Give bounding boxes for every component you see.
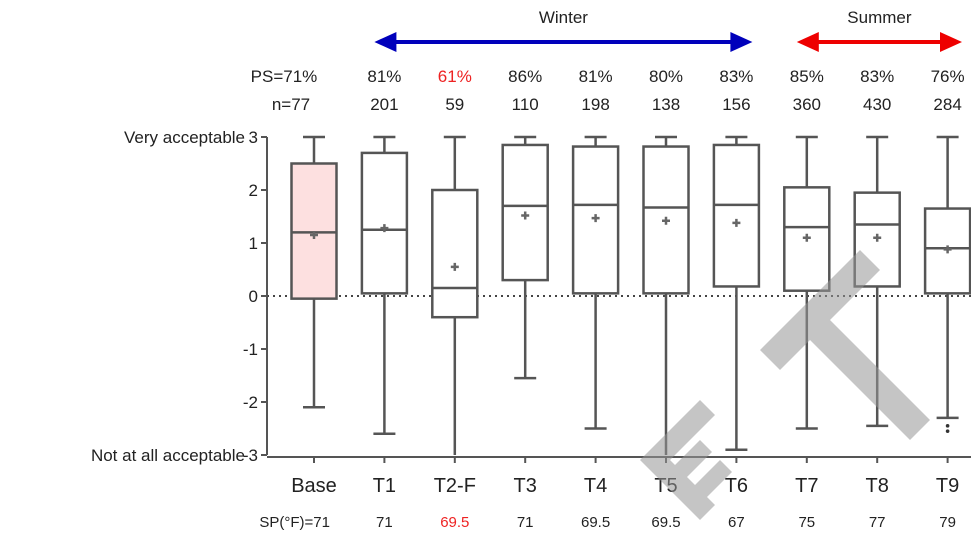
y-tick-label: 0 bbox=[249, 287, 258, 306]
boxes bbox=[290, 135, 971, 455]
sp-value: 79 bbox=[939, 514, 956, 531]
mean-marker bbox=[450, 262, 459, 271]
y-tick-label: 1 bbox=[249, 234, 258, 253]
ps-value: PS=71% bbox=[251, 67, 318, 86]
y-end-label-top: Very acceptable bbox=[124, 128, 245, 147]
x-tick-label: T8 bbox=[866, 475, 889, 497]
sp-value: 69.5 bbox=[581, 514, 610, 531]
box-T1 bbox=[360, 135, 409, 436]
sp-row: SP(°F)=71 71 69.5 71 69.5 69.5 67 75 77 79 bbox=[259, 514, 956, 531]
ps-value: 83% bbox=[860, 67, 894, 86]
n-value: 430 bbox=[863, 95, 891, 114]
ps-value: 85% bbox=[790, 67, 824, 86]
n-value: n=77 bbox=[272, 95, 310, 114]
box-Base bbox=[290, 135, 338, 409]
mean-marker bbox=[521, 211, 530, 220]
y-tick-label: 2 bbox=[249, 181, 258, 200]
iqr-box bbox=[712, 143, 761, 288]
x-tick-label: T1 bbox=[373, 475, 396, 497]
x-tick-label: T7 bbox=[795, 475, 818, 497]
y-tick-label: -3 bbox=[243, 446, 258, 465]
sp-value: 77 bbox=[869, 514, 886, 531]
mean-marker bbox=[943, 245, 952, 254]
sp-value: 75 bbox=[798, 514, 815, 531]
iqr-box bbox=[431, 188, 479, 319]
watermark-letter-e bbox=[640, 400, 732, 520]
box-T7 bbox=[783, 135, 831, 430]
season-summer: Summer bbox=[796, 8, 962, 52]
ps-value: 81% bbox=[367, 67, 401, 86]
n-row: n=77 201 59 110 198 138 156 360 430 284 bbox=[272, 95, 962, 114]
sp-value: 69.5 bbox=[651, 514, 680, 531]
box-T6 bbox=[712, 135, 761, 451]
box-T9 bbox=[923, 135, 971, 433]
n-value: 360 bbox=[793, 95, 821, 114]
season-arrow-head-left bbox=[796, 32, 819, 52]
ps-value: 83% bbox=[719, 67, 753, 86]
mean-marker bbox=[380, 224, 389, 233]
n-value: 138 bbox=[652, 95, 680, 114]
ps-row: PS=71% 81% 61% 86% 81% 80% 83% 85% 83% 76% bbox=[251, 67, 965, 86]
season-arrows: Winter Summer bbox=[374, 8, 962, 52]
season-arrow-head-right bbox=[730, 32, 753, 52]
sp-value: 71 bbox=[517, 514, 534, 531]
box-T3 bbox=[501, 135, 549, 380]
mean-marker bbox=[662, 216, 670, 225]
y-tick-label: -2 bbox=[243, 393, 258, 412]
ps-value: 80% bbox=[649, 67, 683, 86]
mean-marker bbox=[591, 214, 600, 223]
season-label: Summer bbox=[847, 8, 912, 27]
sp-value: SP(°F)=71 bbox=[259, 514, 330, 531]
x-tick-label: T3 bbox=[514, 475, 537, 497]
mean-marker bbox=[310, 231, 318, 240]
n-value: 110 bbox=[512, 95, 539, 114]
outlier-point bbox=[945, 424, 950, 428]
y-end-label-bottom: Not at all acceptable bbox=[91, 446, 245, 465]
sp-value: 69.5 bbox=[440, 514, 469, 531]
season-winter: Winter bbox=[374, 8, 753, 52]
iqr-box bbox=[360, 151, 409, 295]
box-T2-F bbox=[431, 135, 479, 455]
y-tick-label: -1 bbox=[243, 340, 258, 359]
season-label: Winter bbox=[539, 8, 588, 27]
x-tick-label: T4 bbox=[584, 475, 607, 497]
n-value: 156 bbox=[722, 95, 750, 114]
n-value: 284 bbox=[933, 95, 961, 114]
box-T4 bbox=[571, 135, 620, 430]
outlier-point bbox=[945, 429, 950, 433]
sp-value: 71 bbox=[376, 514, 393, 531]
n-value: 198 bbox=[581, 95, 609, 114]
watermark-letter-t bbox=[760, 250, 930, 440]
ps-value: 76% bbox=[931, 67, 965, 86]
season-arrow-head-right bbox=[940, 32, 962, 52]
mean-marker bbox=[732, 218, 741, 227]
watermark bbox=[640, 250, 930, 520]
x-tick-label: Base bbox=[291, 475, 337, 497]
watermark-et bbox=[640, 250, 930, 520]
box-T5 bbox=[642, 135, 690, 455]
n-value: 201 bbox=[370, 95, 398, 114]
n-value: 59 bbox=[445, 95, 464, 114]
ps-value: 61% bbox=[438, 67, 472, 86]
ps-value: 81% bbox=[579, 67, 613, 86]
mean-marker bbox=[802, 233, 811, 242]
y-tick-label: 3 bbox=[249, 128, 258, 147]
y-axis: 3 2 1 0 -1 -2 -3 Very acceptable Not at all acce… bbox=[91, 128, 268, 465]
ps-value: 86% bbox=[508, 67, 542, 86]
sp-value: 67 bbox=[728, 514, 745, 531]
x-tick-label: T9 bbox=[936, 475, 959, 497]
x-tick-label: T2-F bbox=[434, 475, 476, 497]
mean-marker bbox=[873, 233, 882, 242]
x-tick-label: T6 bbox=[725, 475, 748, 497]
season-arrow-head-left bbox=[374, 32, 397, 52]
